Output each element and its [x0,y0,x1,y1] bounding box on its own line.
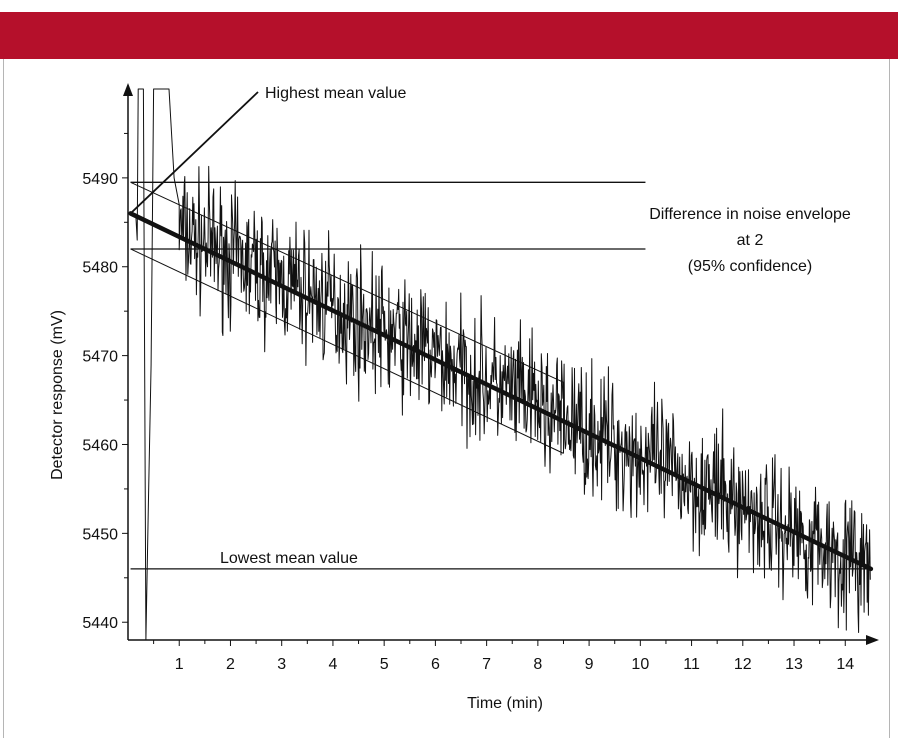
signal-series [135,88,871,641]
mean-trend-series [128,211,874,572]
difference-label-line-2: at 2 [737,232,764,249]
x-tick-label: 9 [585,656,594,673]
x-tick-label: 3 [277,656,286,673]
y-tick-label: 5480 [82,260,118,277]
x-tick-label: 8 [533,656,542,673]
y-tick-label: 5450 [82,526,118,543]
x-tick-label: 14 [836,656,854,673]
highest-mean-label: Highest mean value [265,85,407,102]
noisy-signal-line [135,88,871,641]
difference-label-line-3: (95% confidence) [688,258,813,275]
highest-mean-pointer [129,91,259,215]
x-tick-label: 2 [226,656,235,673]
x-tick-label: 10 [631,656,649,673]
lowest-mean-label: Lowest mean value [220,550,358,567]
x-tick-label: 11 [683,656,700,673]
x-tick-label: 6 [431,656,440,673]
header-band [0,12,898,59]
x-tick-label: 12 [734,656,752,673]
axes [122,83,879,646]
x-tick-label: 4 [328,656,337,673]
x-tick-label: 5 [380,656,389,673]
x-tick-label: 7 [482,656,491,673]
x-axis-title: Time (min) [467,695,543,712]
mean-trend-line [128,211,874,572]
y-axis-title: Detector response (mV) [49,310,66,480]
y-axis-arrow [123,83,133,96]
y-tick-label: 5470 [82,349,118,366]
difference-label-line-1: Difference in noise envelope [649,206,851,223]
y-tick-label: 5490 [82,171,118,188]
x-tick-label: 13 [785,656,803,673]
x-tick-label: 1 [175,656,184,673]
y-tick-label: 5440 [82,615,118,632]
figure-frame [3,59,890,738]
x-axis-arrow [866,635,879,645]
envelope-upper-line [130,181,564,383]
y-tick-label: 5460 [82,437,118,454]
